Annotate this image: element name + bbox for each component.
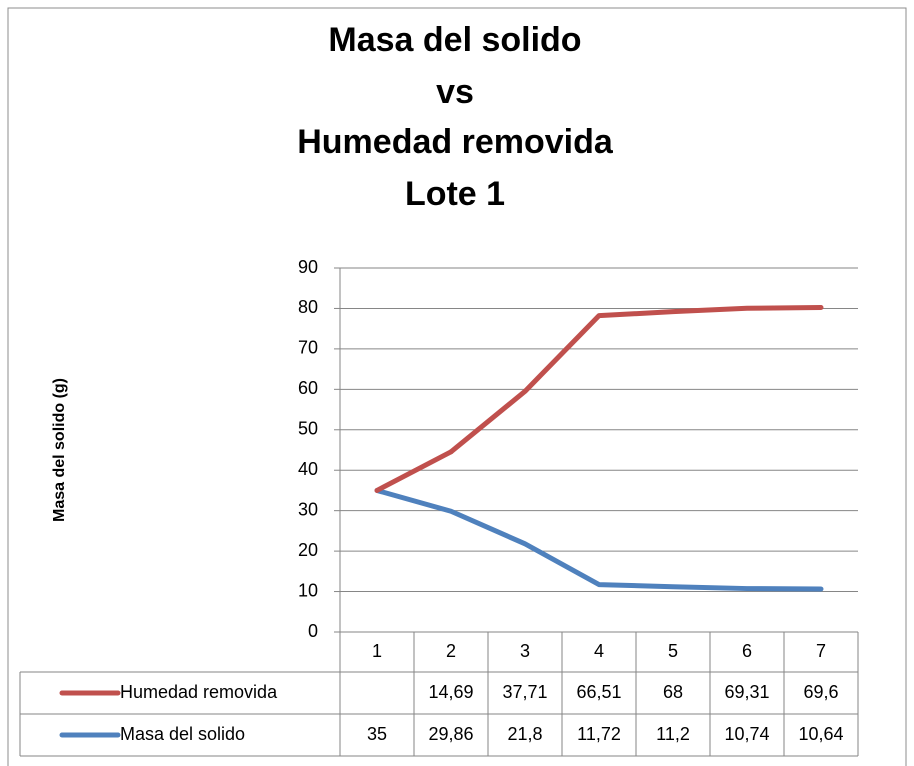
table-value: 14,69 bbox=[428, 682, 473, 702]
table-value: 37,71 bbox=[502, 682, 547, 702]
x-tick-label: 7 bbox=[816, 641, 826, 661]
legend-label: Masa del solido bbox=[120, 724, 245, 744]
legend-label: Humedad removida bbox=[120, 682, 278, 702]
y-tick-label: 50 bbox=[298, 419, 318, 439]
table-value: 10,74 bbox=[724, 724, 769, 744]
x-tick-label: 2 bbox=[446, 641, 456, 661]
x-tick-label: 1 bbox=[372, 641, 382, 661]
y-tick-label: 90 bbox=[298, 257, 318, 277]
y-tick-label: 80 bbox=[298, 297, 318, 317]
x-tick-label: 6 bbox=[742, 641, 752, 661]
x-tick-label: 3 bbox=[520, 641, 530, 661]
y-tick-label: 60 bbox=[298, 378, 318, 398]
table-value: 68 bbox=[663, 682, 683, 702]
chart-title-line: Masa del solido bbox=[328, 21, 581, 59]
table-value: 66,51 bbox=[576, 682, 621, 702]
chart-title-line: vs bbox=[436, 73, 474, 111]
chart-title-line: Lote 1 bbox=[405, 175, 505, 213]
series-line-connector bbox=[374, 449, 454, 493]
x-tick-label: 4 bbox=[594, 641, 604, 661]
y-tick-label: 30 bbox=[298, 499, 318, 519]
chart-border bbox=[7, 7, 907, 766]
table-value: 11,72 bbox=[577, 724, 621, 744]
table-value: 29,86 bbox=[428, 724, 473, 744]
x-tick-label: 5 bbox=[668, 641, 678, 661]
chart-title-line: Humedad removida bbox=[297, 123, 614, 161]
series-line bbox=[448, 304, 824, 455]
y-tick-label: 20 bbox=[298, 540, 318, 560]
y-tick-label: 10 bbox=[298, 580, 318, 600]
table-value: 11,2 bbox=[656, 724, 690, 744]
y-tick-label: 70 bbox=[298, 338, 318, 358]
y-tick-label: 0 bbox=[308, 621, 318, 641]
table-value: 69,6 bbox=[803, 682, 838, 702]
table-value: 69,31 bbox=[724, 682, 769, 702]
table-value: 21,8 bbox=[507, 724, 542, 744]
table-value: 10,64 bbox=[798, 724, 843, 744]
y-tick-label: 40 bbox=[298, 459, 318, 479]
y-axis-label: Masa del solido (g) bbox=[51, 378, 68, 522]
table-value: 35 bbox=[367, 724, 387, 744]
series-line bbox=[374, 487, 824, 592]
